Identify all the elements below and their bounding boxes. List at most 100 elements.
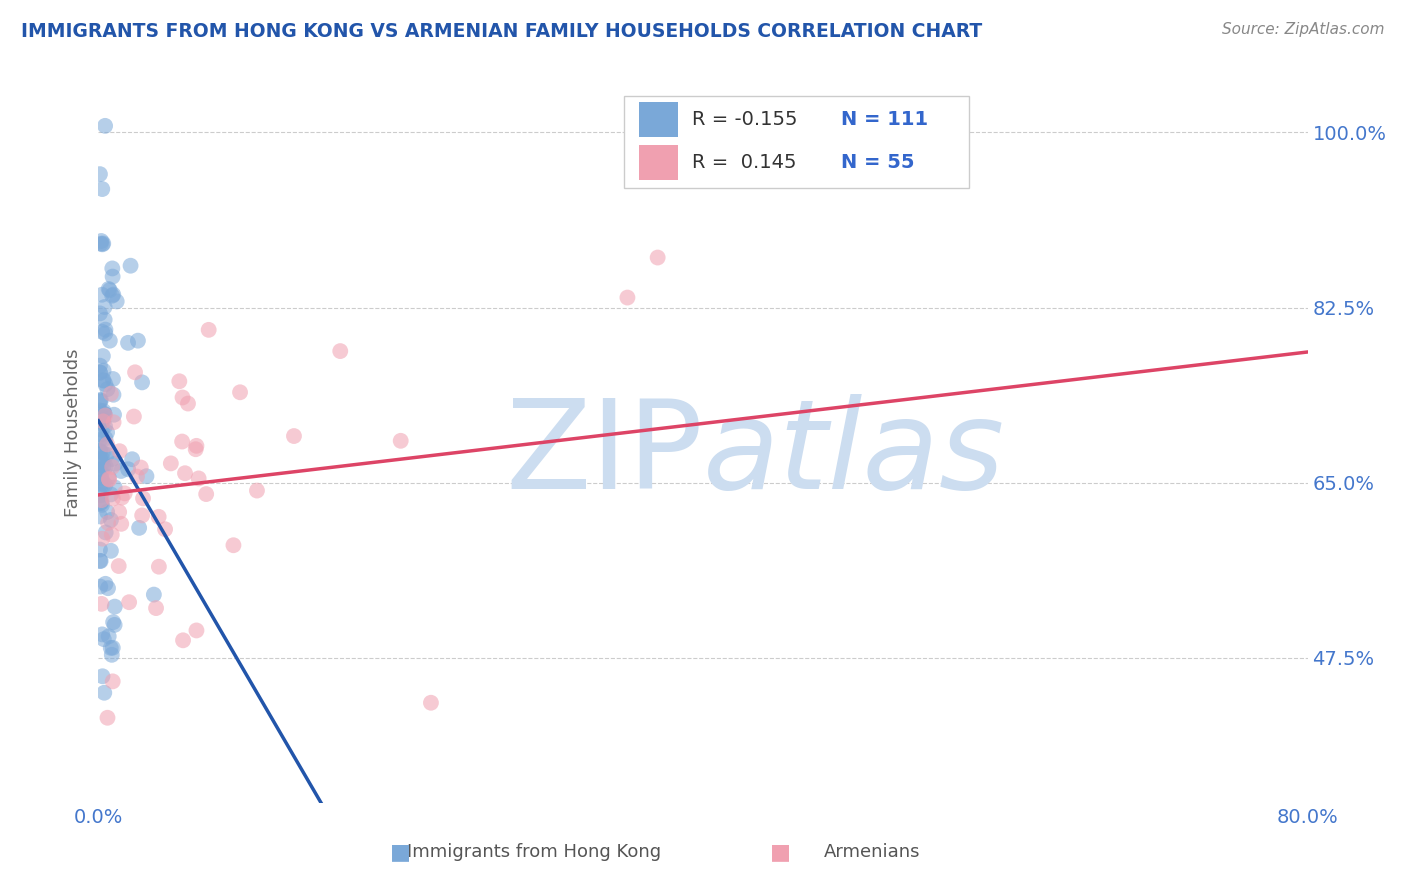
Point — [94, 459, 117, 474]
Point — [89, 393, 111, 408]
Point — [91, 627, 114, 641]
Point — [89, 481, 111, 495]
Point — [127, 334, 149, 348]
FancyBboxPatch shape — [624, 95, 969, 188]
Text: ■: ■ — [391, 842, 411, 862]
Point — [89, 464, 111, 478]
Point — [89, 366, 111, 380]
Point — [89, 394, 111, 409]
Point — [90, 423, 112, 437]
Point — [89, 433, 111, 447]
Point — [131, 376, 153, 390]
Point — [114, 486, 136, 500]
Point — [616, 291, 638, 305]
Text: Armenians: Armenians — [824, 843, 920, 861]
Text: Source: ZipAtlas.com: Source: ZipAtlas.com — [1222, 22, 1385, 37]
Point — [90, 495, 112, 509]
Point — [129, 460, 152, 475]
Point — [101, 615, 124, 629]
Point — [89, 365, 111, 379]
Point — [90, 470, 112, 484]
Point — [91, 237, 114, 252]
Point — [96, 711, 118, 725]
Point — [90, 415, 112, 429]
Point — [91, 410, 114, 425]
Point — [90, 427, 112, 442]
Point — [101, 452, 124, 467]
Point — [90, 466, 112, 480]
Point — [110, 464, 132, 478]
Point — [94, 438, 117, 452]
Point — [94, 577, 117, 591]
Point — [101, 289, 124, 303]
Point — [104, 599, 127, 614]
Text: Immigrants from Hong Kong: Immigrants from Hong Kong — [408, 843, 661, 861]
Y-axis label: Family Households: Family Households — [65, 349, 83, 516]
Point — [107, 559, 129, 574]
Point — [187, 471, 209, 485]
Text: ZIP: ZIP — [505, 394, 703, 516]
Point — [93, 404, 115, 418]
Point — [89, 580, 111, 594]
Point — [101, 491, 124, 506]
Point — [91, 236, 114, 251]
Point — [94, 525, 117, 540]
Point — [94, 409, 117, 423]
Point — [110, 516, 132, 531]
Point — [122, 409, 145, 424]
Point — [94, 377, 117, 392]
Point — [195, 487, 218, 501]
Text: N = 55: N = 55 — [841, 153, 914, 172]
Point — [101, 674, 124, 689]
Point — [94, 326, 117, 341]
Point — [142, 588, 165, 602]
Point — [329, 344, 352, 359]
Point — [246, 483, 269, 498]
Point — [222, 538, 245, 552]
Point — [103, 408, 125, 422]
Point — [184, 442, 207, 457]
Point — [93, 407, 115, 421]
Point — [100, 487, 122, 501]
Point — [97, 472, 120, 486]
Point — [120, 259, 142, 273]
Point — [100, 544, 122, 558]
Point — [89, 509, 111, 524]
Point — [94, 119, 117, 133]
Text: IMMIGRANTS FROM HONG KONG VS ARMENIAN FAMILY HOUSEHOLDS CORRELATION CHART: IMMIGRANTS FROM HONG KONG VS ARMENIAN FA… — [21, 22, 983, 41]
Point — [101, 372, 124, 386]
FancyBboxPatch shape — [638, 102, 678, 137]
Point — [91, 182, 114, 196]
Point — [98, 473, 121, 487]
Point — [172, 434, 194, 449]
Text: N = 111: N = 111 — [841, 110, 928, 129]
Point — [96, 448, 118, 462]
Point — [103, 415, 125, 429]
Point — [94, 323, 117, 337]
Point — [96, 505, 118, 519]
Point — [97, 282, 120, 296]
Point — [93, 459, 115, 474]
Point — [105, 294, 128, 309]
Point — [89, 542, 111, 557]
Point — [108, 505, 131, 519]
Point — [101, 460, 124, 475]
Point — [91, 349, 114, 363]
Point — [145, 601, 167, 615]
Text: atlas: atlas — [703, 394, 1005, 516]
Point — [97, 581, 120, 595]
Point — [118, 595, 141, 609]
Point — [420, 696, 443, 710]
Point — [90, 455, 112, 469]
Point — [93, 686, 115, 700]
Point — [90, 462, 112, 476]
Point — [94, 419, 117, 434]
Point — [177, 396, 200, 410]
Point — [90, 496, 112, 510]
Point — [97, 470, 120, 484]
Point — [100, 513, 122, 527]
Point — [89, 306, 111, 320]
Point — [98, 334, 121, 348]
Point — [91, 374, 114, 388]
Point — [117, 335, 139, 350]
